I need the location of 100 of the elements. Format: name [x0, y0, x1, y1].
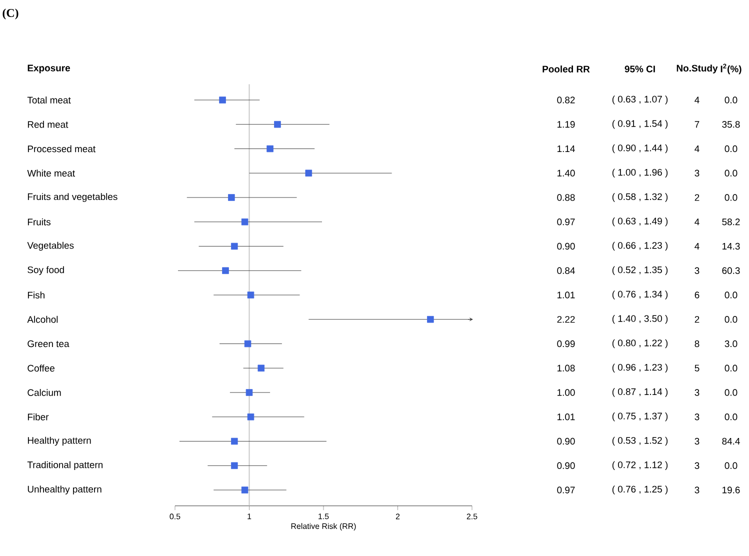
- text: 0.0: [724, 414, 738, 420]
- text: ( 0.76 , 1.25 ): [612, 486, 668, 494]
- text: 3: [694, 462, 700, 469]
- text: 4: [694, 96, 700, 104]
- point: [231, 242, 238, 250]
- point: [247, 292, 254, 298]
- text: ( 0.53 , 1.52 ): [612, 436, 668, 446]
- text: 6: [694, 292, 700, 298]
- text: 0.0: [724, 145, 738, 152]
- y-tick-label: Calcium: [28, 389, 61, 396]
- text: 3: [694, 438, 700, 445]
- data-label: 0.82: [557, 96, 575, 104]
- text: No.Study: [676, 64, 718, 74]
- text: 0.0: [724, 462, 738, 469]
- text: 58.2: [722, 218, 740, 226]
- point: [246, 389, 253, 396]
- text: 2: [694, 316, 700, 323]
- y-tick-label: Red meat: [28, 120, 68, 128]
- y-tick-label: Fruits: [28, 218, 51, 226]
- text: ( 0.58 , 1.32 ): [612, 193, 668, 202]
- point: [266, 145, 274, 152]
- y-tick-label: White meat: [27, 170, 75, 177]
- text: ( 0.75 , 1.37 ): [612, 412, 668, 422]
- point: [228, 194, 235, 201]
- text: 35.8: [722, 121, 740, 128]
- point: [258, 364, 265, 372]
- point: [241, 486, 248, 494]
- text: 0.0: [724, 170, 738, 176]
- text: 60.3: [722, 267, 740, 274]
- y-tick-label: Fruits and vegetables: [28, 193, 118, 202]
- text: ( 1.00 , 1.96 ): [612, 168, 668, 178]
- text: ( 0.87 , 1.14 ): [612, 388, 668, 397]
- text: 0.0: [724, 364, 738, 372]
- text: 4: [694, 218, 700, 226]
- y-tick-label: Processed meat: [28, 145, 96, 152]
- data-label: 0.88: [557, 194, 575, 201]
- point: [305, 170, 312, 177]
- y-tick-label: Alcohol: [27, 316, 58, 323]
- text: 0.0: [724, 194, 738, 201]
- data-label: 0.84: [557, 267, 575, 274]
- point: [244, 340, 252, 348]
- text: 0.0: [724, 96, 738, 104]
- point: [274, 120, 281, 128]
- data-label: 0.90: [557, 462, 575, 469]
- data-label: 0.97: [557, 218, 575, 226]
- data-label: 0.90: [557, 242, 575, 250]
- text: 3: [694, 389, 700, 396]
- text: ( 1.40 , 3.50 ): [612, 314, 668, 324]
- data-label: 0.90: [557, 438, 575, 445]
- text: 4: [694, 145, 700, 152]
- y-tick-label: Fish: [28, 292, 44, 298]
- text: Pooled RR: [542, 66, 590, 72]
- text: ( 0.90 , 1.44 ): [612, 144, 668, 154]
- text: 0.0: [724, 292, 738, 298]
- point: [247, 413, 254, 420]
- y-tick-label: Traditional pattern: [27, 461, 103, 470]
- text: ( 0.91 , 1.54 ): [612, 120, 668, 129]
- text: ( 0.52 , 1.35 ): [612, 266, 668, 276]
- data-label: 1.14: [558, 145, 575, 152]
- y-tick-label: Coffee: [28, 364, 54, 372]
- text: ( 0.96 , 1.23 ): [612, 364, 668, 373]
- text: I$^{2}$(%): [720, 64, 742, 74]
- point: [241, 218, 248, 226]
- y-tick-label: Fiber: [28, 413, 49, 420]
- text: Exposure: [28, 64, 70, 74]
- y-tick-label: Vegetables: [27, 242, 74, 251]
- text: ( 0.72 , 1.12 ): [612, 461, 668, 470]
- point: [231, 462, 238, 470]
- y-tick-label: Healthy pattern: [28, 436, 91, 446]
- text: 3: [694, 486, 700, 494]
- data-label: 2.22: [557, 316, 575, 323]
- data-label: 1.00: [558, 389, 575, 396]
- data-label: 1.19: [558, 121, 575, 128]
- text: 7: [694, 121, 700, 128]
- text: ( 0.63 , 1.49 ): [612, 217, 668, 226]
- data-label: 1.01: [558, 292, 575, 298]
- y-tick-label: Unhealthy pattern: [28, 486, 102, 494]
- text: 95% CI: [624, 66, 655, 72]
- text: 0.0: [724, 316, 738, 323]
- text: ( 0.63 , 1.07 ): [612, 96, 668, 104]
- y-tick-label: Green tea: [28, 340, 70, 348]
- point: [231, 438, 238, 445]
- data-label: 0.97: [557, 486, 575, 494]
- text: 0.0: [724, 389, 738, 396]
- text: ( 0.66 , 1.23 ): [612, 242, 668, 251]
- point: [219, 96, 226, 104]
- point: [222, 267, 229, 274]
- text: 84.4: [722, 438, 740, 445]
- text: 19.6: [722, 486, 740, 494]
- text: 3: [694, 170, 700, 176]
- data-label: 0.99: [557, 340, 575, 348]
- text: ( 0.76 , 1.34 ): [612, 290, 668, 300]
- text: 8: [694, 340, 700, 348]
- text: 3: [694, 267, 700, 274]
- text: (C): [2, 8, 18, 20]
- text: 14.3: [722, 242, 740, 250]
- data-label: 1.01: [558, 414, 575, 420]
- text: 5: [694, 364, 700, 372]
- text: 3.0: [724, 340, 738, 348]
- y-tick-label: Total meat: [27, 96, 71, 104]
